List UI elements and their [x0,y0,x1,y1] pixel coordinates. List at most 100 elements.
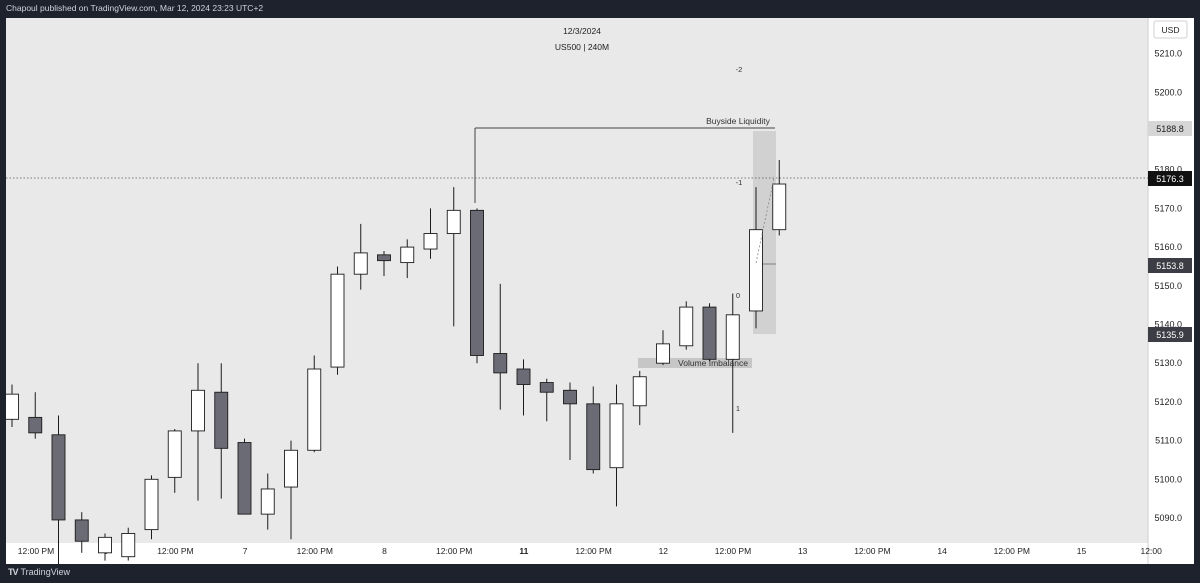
price-axis-background [1148,18,1194,564]
volume-imbalance-label: Volume Imbalance [678,358,748,368]
candle-body-bull [144,478,159,531]
candle-body-bear [586,403,601,471]
buyside-liquidity-label: Buyside Liquidity [706,116,771,126]
candle[interactable] [586,386,601,474]
candle[interactable] [214,363,229,499]
fib-label-minus-1: -1 [736,178,743,187]
x-tick-label: 12 [659,546,669,556]
svg-text:5135.9: 5135.9 [1156,330,1184,340]
candle[interactable] [446,187,461,327]
candle[interactable] [749,187,763,329]
candle-body-bull [167,430,182,478]
candle-body-bull [98,536,112,554]
candle-body-bull [446,209,461,235]
candle[interactable] [470,208,484,364]
candle-body-bull [772,183,787,231]
candle-body-bull [330,273,345,368]
candle[interactable] [516,359,531,416]
candle-body-bear [214,391,229,449]
candle[interactable] [121,527,136,561]
candle[interactable] [144,475,159,540]
candle[interactable] [702,303,717,362]
x-tick-label: 12:00 PM [575,546,611,556]
candle[interactable] [423,208,438,259]
candle-body-bear [377,254,391,262]
x-tick-label: 12:00 PM [157,546,193,556]
candle[interactable] [772,160,787,236]
x-tick-label: 13 [798,546,808,556]
candle-body-bull [679,306,694,347]
y-tick-label: 5180.0 [1154,165,1182,175]
x-tick-label: 11 [519,546,528,556]
y-tick-label: 5130.0 [1154,358,1182,368]
price-badge-current: 5176.3 [1148,171,1192,186]
volume-imbalance-zone [638,358,752,368]
chart-symbol-title: US500 | 240M [555,42,609,52]
candle[interactable] [74,512,89,553]
x-tick-label: 12:00 PM [854,546,890,556]
candle[interactable] [28,392,43,439]
candle[interactable] [191,363,205,501]
candlestick-chart[interactable]: 12/3/2024 US500 | 240M USD 5090.0 5100.0 5… [5,18,1194,577]
x-tick-label: 7 [243,546,248,556]
price-badge-buyside: 5188.8 [1148,121,1192,136]
candle-body-bull [423,233,438,250]
price-badge-zone-low: 5135.9 [1148,327,1192,342]
candle[interactable] [51,415,66,577]
candle[interactable] [400,239,415,279]
candle[interactable] [260,473,275,530]
x-tick-label: 12:00 PM [436,546,472,556]
y-tick-label: 5110.0 [1155,436,1182,446]
candle-body-bear [470,209,484,356]
candle[interactable] [493,283,508,410]
candles-layer [5,160,787,577]
candle[interactable] [725,293,740,433]
candle-body-bull [353,252,368,275]
time-axis-background [6,543,1148,564]
svg-text:5176.3: 5176.3 [1156,174,1184,184]
candle-body-bear [28,416,43,434]
tradingview-brand[interactable]: TV TradingView [8,567,70,577]
candle[interactable] [563,382,577,460]
candle[interactable] [237,438,252,515]
candle[interactable] [330,266,345,375]
candle-body-bull [284,449,298,488]
candle[interactable] [98,533,112,561]
candle[interactable] [656,330,670,366]
footer-bar: TV TradingView [0,564,1200,583]
y-tick-label: 5140.0 [1154,320,1182,330]
y-tick-label: 5090.0 [1154,513,1182,523]
x-tick-label: 15 [1077,546,1087,556]
candle[interactable] [539,378,554,422]
y-tick-label: 5160.0 [1154,242,1182,252]
x-tick-label: 8 [382,546,387,556]
candle[interactable] [5,384,19,428]
candle-body-bull [632,376,647,407]
candle[interactable] [307,355,322,453]
candle-body-bull [5,393,19,420]
x-tick-label: 12:00 PM [18,546,54,556]
candle-body-bull [749,229,763,312]
chart-date-title: 12/3/2024 [563,26,601,36]
price-badge-midline: 5153.8 [1148,258,1192,273]
candle[interactable] [679,301,694,350]
y-tick-label: 5100.0 [1154,474,1182,484]
candle[interactable] [167,428,182,493]
candle[interactable] [377,250,391,277]
publisher-text: Chapoul published on TradingView.com, Ma… [6,3,264,13]
candle[interactable] [353,223,368,290]
candle-body-bear [74,519,89,542]
path-projection-line [755,177,775,264]
currency-button[interactable]: USD [1153,20,1188,39]
candle[interactable] [632,370,647,426]
y-tick-label: 5170.0 [1154,203,1182,213]
x-tick-label: 12:00 PM [994,546,1030,556]
x-tick-label: 14 [937,546,947,556]
y-tick-label: 5120.0 [1154,397,1182,407]
candle-body-bull [260,488,275,515]
x-tick-label: 12:00 PM [297,546,333,556]
candle[interactable] [284,440,298,540]
fib-label-0: 0 [736,291,740,300]
chart-frame[interactable]: 12/3/2024 US500 | 240M USD 5090.0 5100.0 5… [5,18,1194,577]
candle[interactable] [609,384,624,507]
